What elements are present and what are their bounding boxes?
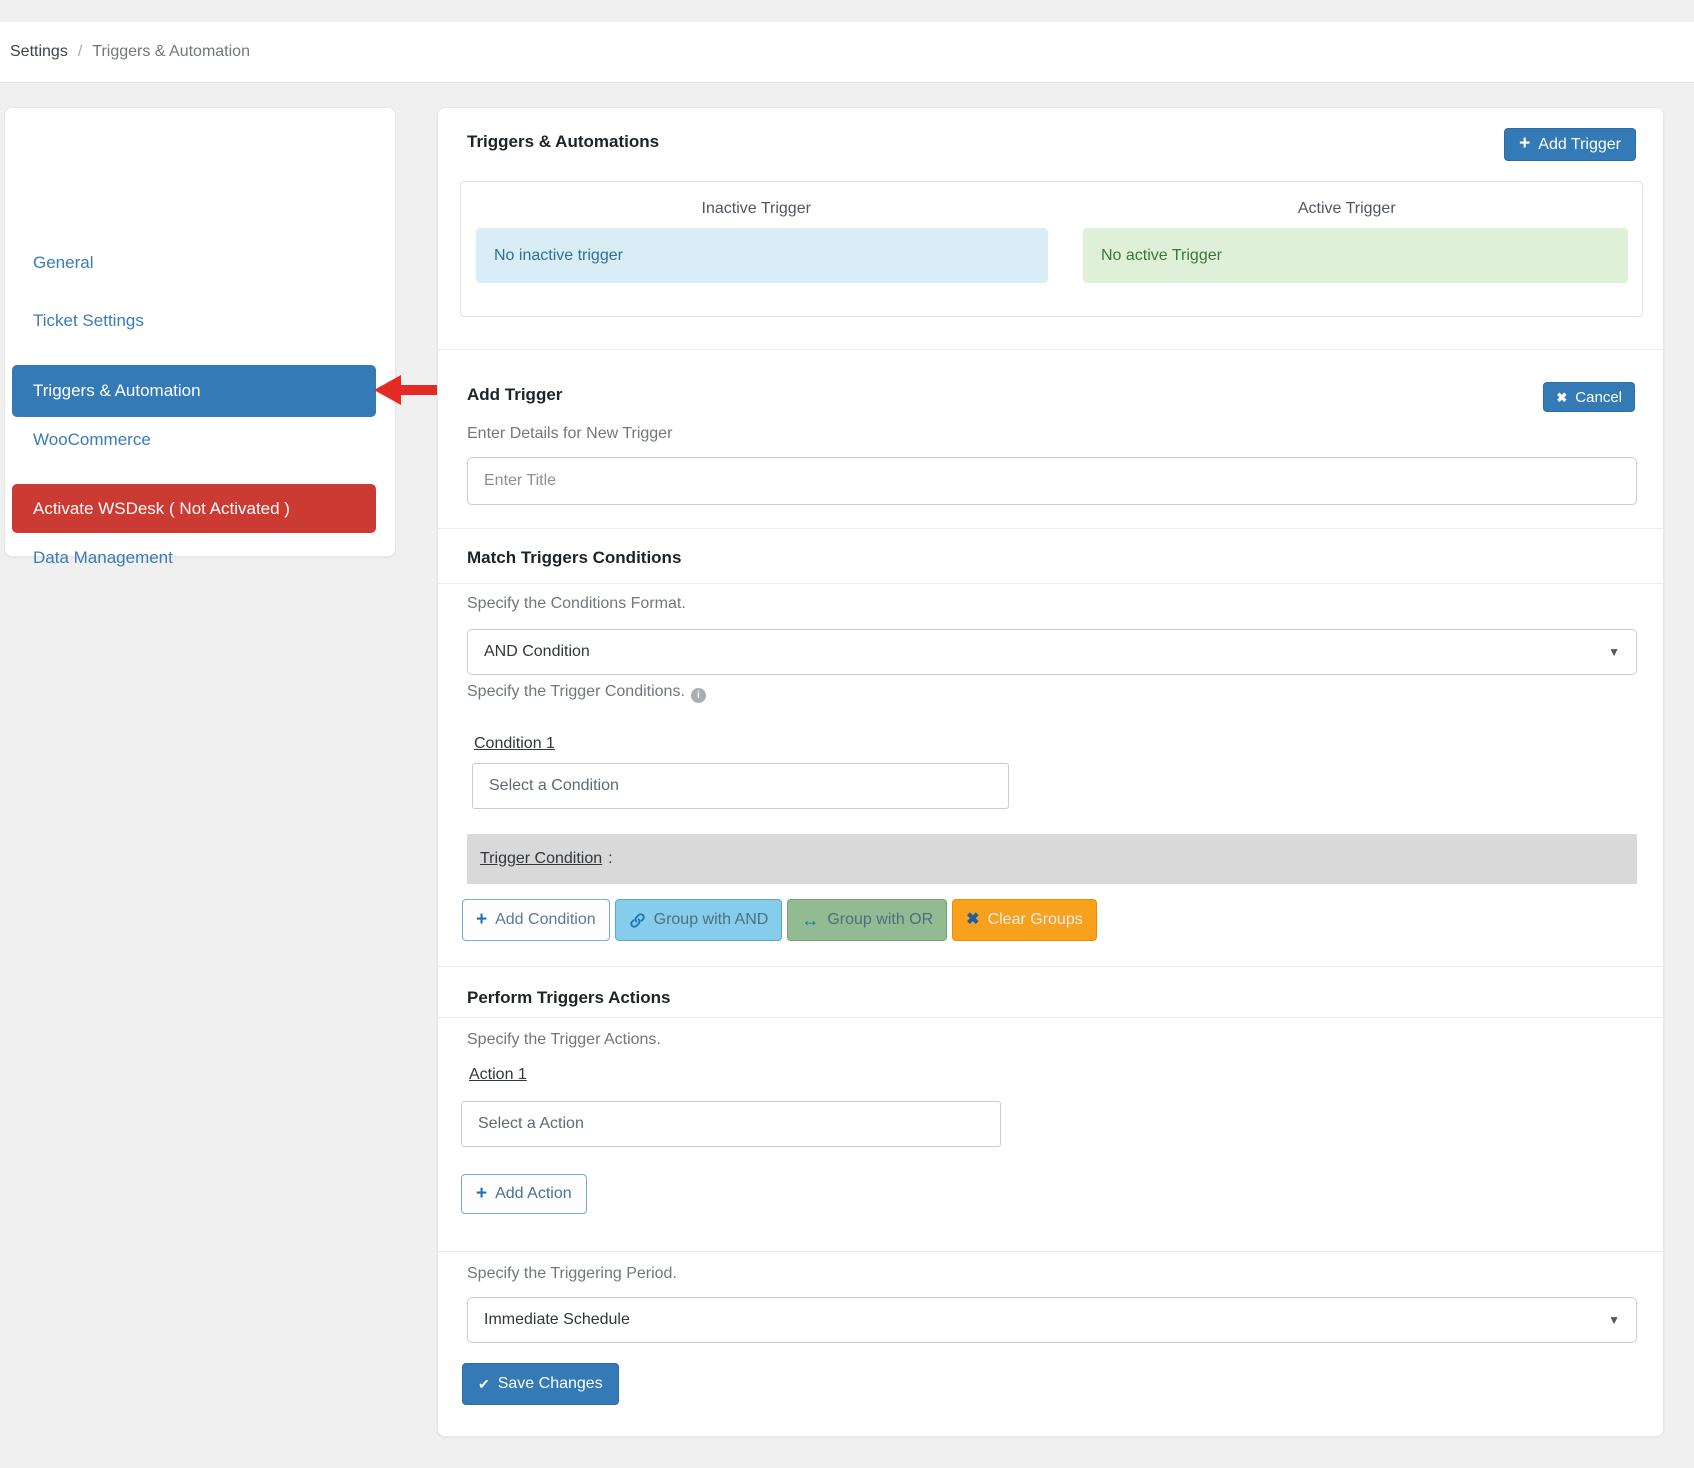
breadcrumb-current-page: Triggers & Automation [92,43,250,60]
select-action-input[interactable] [461,1101,1001,1147]
trigger-status-table: Inactive Trigger Active Trigger No inact… [460,181,1643,317]
cancel-label: Cancel [1575,388,1622,406]
section-divider [438,349,1663,350]
conditions-format-value: AND Condition [484,643,590,660]
trigger-condition-bar: Trigger Condition : [467,834,1637,884]
sidebar-item-data-management[interactable]: Data Management [33,548,173,567]
add-trigger-heading: Add Trigger [467,385,563,404]
caret-down-icon: ▼ [1608,645,1620,659]
section-divider [438,1251,1663,1252]
save-changes-button[interactable]: ✔ Save Changes [462,1363,619,1405]
breadcrumb-separator: / [77,43,83,60]
arrow-head [374,375,401,405]
active-trigger-status: No active Trigger [1083,228,1628,283]
trigger-condition-label: Trigger Condition [480,850,603,867]
link-icon [629,912,646,929]
group-with-or-button[interactable]: ↔ Group with OR [787,899,948,941]
sidebar-item-triggers-automation[interactable]: Triggers & Automation [12,365,376,417]
section-divider [438,528,1663,529]
column-header-inactive-trigger: Inactive Trigger [701,200,811,217]
add-trigger-label: Add Trigger [1538,135,1621,153]
sidebar-item-ticket-settings[interactable]: Ticket Settings [33,311,144,330]
triggers-automation-panel: Triggers & Automations + Add Trigger Ina… [437,107,1664,1437]
triggering-period-select[interactable]: Immediate Schedule ▼ [467,1297,1637,1343]
group-with-and-label: Group with AND [653,911,769,928]
breadcrumb-settings-link[interactable]: Settings [10,43,68,60]
conditions-format-label: Specify the Conditions Format. [467,595,686,612]
plus-icon: + [476,908,488,930]
add-action-button[interactable]: + Add Action [461,1174,587,1214]
trigger-actions-label: Specify the Trigger Actions. [467,1031,661,1048]
breadcrumb: Settings / Triggers & Automation [0,22,1694,83]
conditions-format-select[interactable]: AND Condition ▼ [467,629,1637,675]
section-divider [438,1017,1663,1018]
sidebar-item-woocommerce[interactable]: WooCommerce [33,430,151,449]
section-divider [438,966,1663,967]
add-condition-button[interactable]: + Add Condition [462,899,610,941]
perform-actions-heading: Perform Triggers Actions [467,988,671,1007]
inactive-trigger-status: No inactive trigger [476,228,1048,283]
arrow-tail [401,385,447,395]
match-conditions-heading: Match Triggers Conditions [467,548,682,567]
trigger-table-body-row: No inactive trigger No active Trigger [461,228,1642,283]
clear-groups-button[interactable]: ✖ Clear Groups [952,899,1097,941]
settings-sidebar: General Ticket Settings Form Settings Wo… [4,107,396,567]
section-divider [438,583,1663,584]
add-trigger-button[interactable]: + Add Trigger [1504,128,1636,161]
caret-down-icon: ▼ [1608,1313,1620,1327]
activate-wsdesk-button[interactable]: Activate WSDesk ( Not Activated ) [12,484,376,533]
group-with-or-label: Group with OR [827,911,934,928]
x-icon: ✖ [966,911,980,928]
trigger-conditions-label: Specify the Trigger Conditions. i [467,683,706,703]
trigger-title-input[interactable] [467,457,1637,505]
plus-icon: + [1519,133,1531,154]
column-header-active-trigger: Active Trigger [1297,200,1396,217]
page-title: Triggers & Automations [467,132,660,151]
check-icon: ✔ [478,1376,490,1392]
condition-1-label: Condition 1 [474,735,555,752]
triggering-period-label: Specify the Triggering Period. [467,1265,677,1282]
sidebar-item-general[interactable]: General [33,253,94,272]
group-with-and-button[interactable]: Group with AND [614,899,783,941]
add-action-label: Add Action [495,1185,572,1202]
sidebar-item-label: Triggers & Automation [33,381,201,400]
action-1-label: Action 1 [469,1066,527,1083]
add-condition-label: Add Condition [495,911,596,928]
condition-buttons-row: + Add Condition Group with AND ↔ Group w… [462,899,1097,941]
save-changes-label: Save Changes [497,1375,603,1392]
trigger-table-header-row: Inactive Trigger Active Trigger [461,182,1642,228]
annotation-arrow-icon [374,375,449,405]
activate-wsdesk-label: Activate WSDesk ( Not Activated ) [33,498,290,518]
details-label: Enter Details for New Trigger [467,425,673,442]
clear-groups-label: Clear Groups [987,911,1083,928]
triggering-period-value: Immediate Schedule [484,1311,630,1328]
cancel-button[interactable]: ✖ Cancel [1543,382,1635,412]
info-icon[interactable]: i [690,688,706,703]
select-condition-input[interactable] [472,763,1009,809]
x-icon: ✖ [1556,389,1568,405]
plus-icon: + [476,1182,488,1204]
left-right-arrows-icon: ↔ [801,910,820,930]
